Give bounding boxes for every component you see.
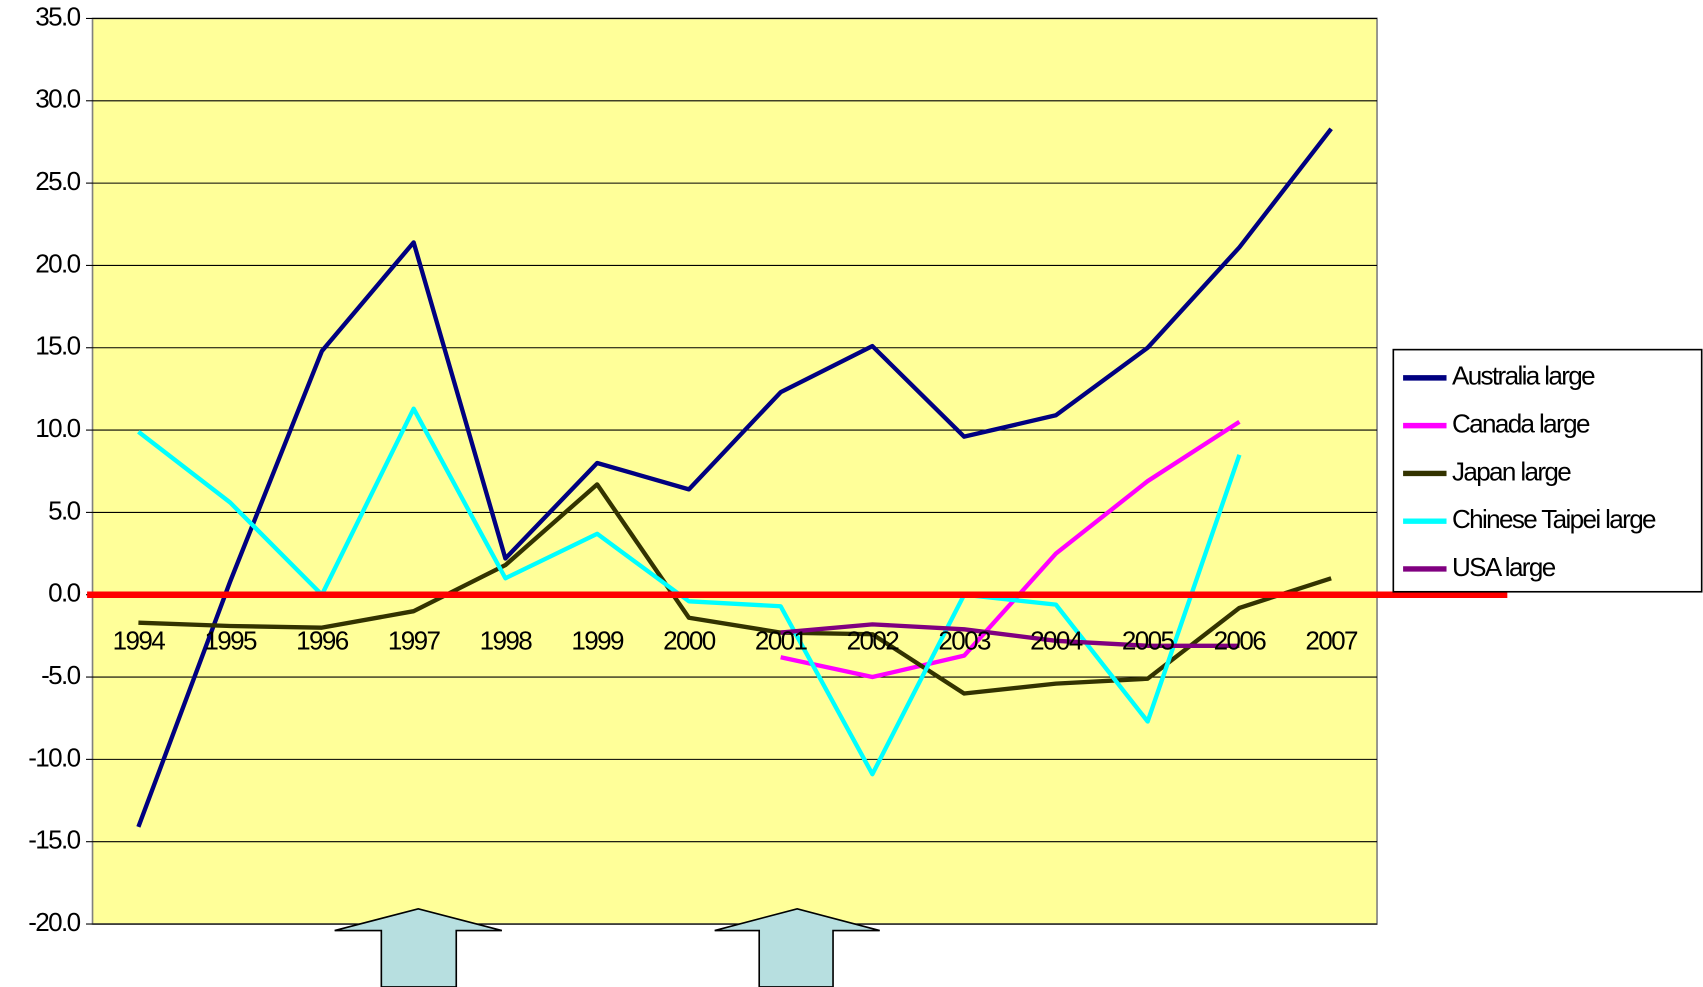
series-line: [136, 127, 1333, 828]
plot-area: [91, 17, 1378, 925]
y-tick-label: -15.0: [28, 825, 80, 855]
x-tick-label: 1997: [388, 625, 441, 655]
x-tick-label: 2006: [1214, 625, 1267, 655]
x-tick-label: 2003: [938, 625, 991, 655]
x-tick-label: 2000: [663, 625, 716, 655]
x-tick-label: 2004: [1030, 625, 1083, 655]
legend-label: Chinese Taipei large: [1452, 504, 1656, 534]
y-tick-label: 25.0: [35, 166, 80, 196]
legend-items: Australia large Canada large Japan large Ch…: [1403, 361, 1658, 582]
legend-label: USA large: [1452, 552, 1556, 582]
y-tick-label: 15.0: [35, 331, 80, 361]
x-tick-label: 1994: [113, 625, 166, 655]
x-tick-label: 1995: [204, 625, 257, 655]
x-tick-label: 2005: [1122, 625, 1175, 655]
series-lines: [87, 127, 1508, 828]
legend-label: Australia large: [1452, 361, 1595, 391]
y-tick-label: 20.0: [35, 248, 80, 278]
series-line: [780, 420, 1241, 680]
series-line: [138, 482, 1332, 696]
labels: -20.0 -15.0 -10.0 -5.0 0.0 5.0 10.0 15.0 20.0 25.…: [28, 1, 1359, 937]
legend-label: Japan large: [1452, 456, 1571, 486]
x-tick-label: 2007: [1305, 625, 1358, 655]
grid: [86, 17, 1378, 925]
x-tick-label: 2001: [755, 625, 808, 655]
y-tick-label: -10.0: [28, 742, 80, 772]
y-tick-label: -5.0: [41, 660, 81, 690]
legend-label: Canada large: [1452, 409, 1590, 439]
series-line: [780, 622, 1240, 648]
x-tick-label: 1998: [480, 625, 533, 655]
y-tick-label: 10.0: [35, 413, 80, 443]
y-tick-label: 5.0: [48, 495, 80, 525]
arrow: [714, 907, 880, 987]
y-tick-label: 30.0: [35, 84, 80, 114]
x-tick-label: 1996: [296, 625, 349, 655]
y-tick-label: -20.0: [28, 907, 80, 937]
x-tick-label: 1999: [571, 625, 624, 655]
y-tick-label: 35.0: [35, 1, 80, 31]
y-tick-label: 0.0: [48, 578, 80, 608]
arrow: [334, 907, 503, 987]
x-tick-label: 2002: [847, 625, 900, 655]
